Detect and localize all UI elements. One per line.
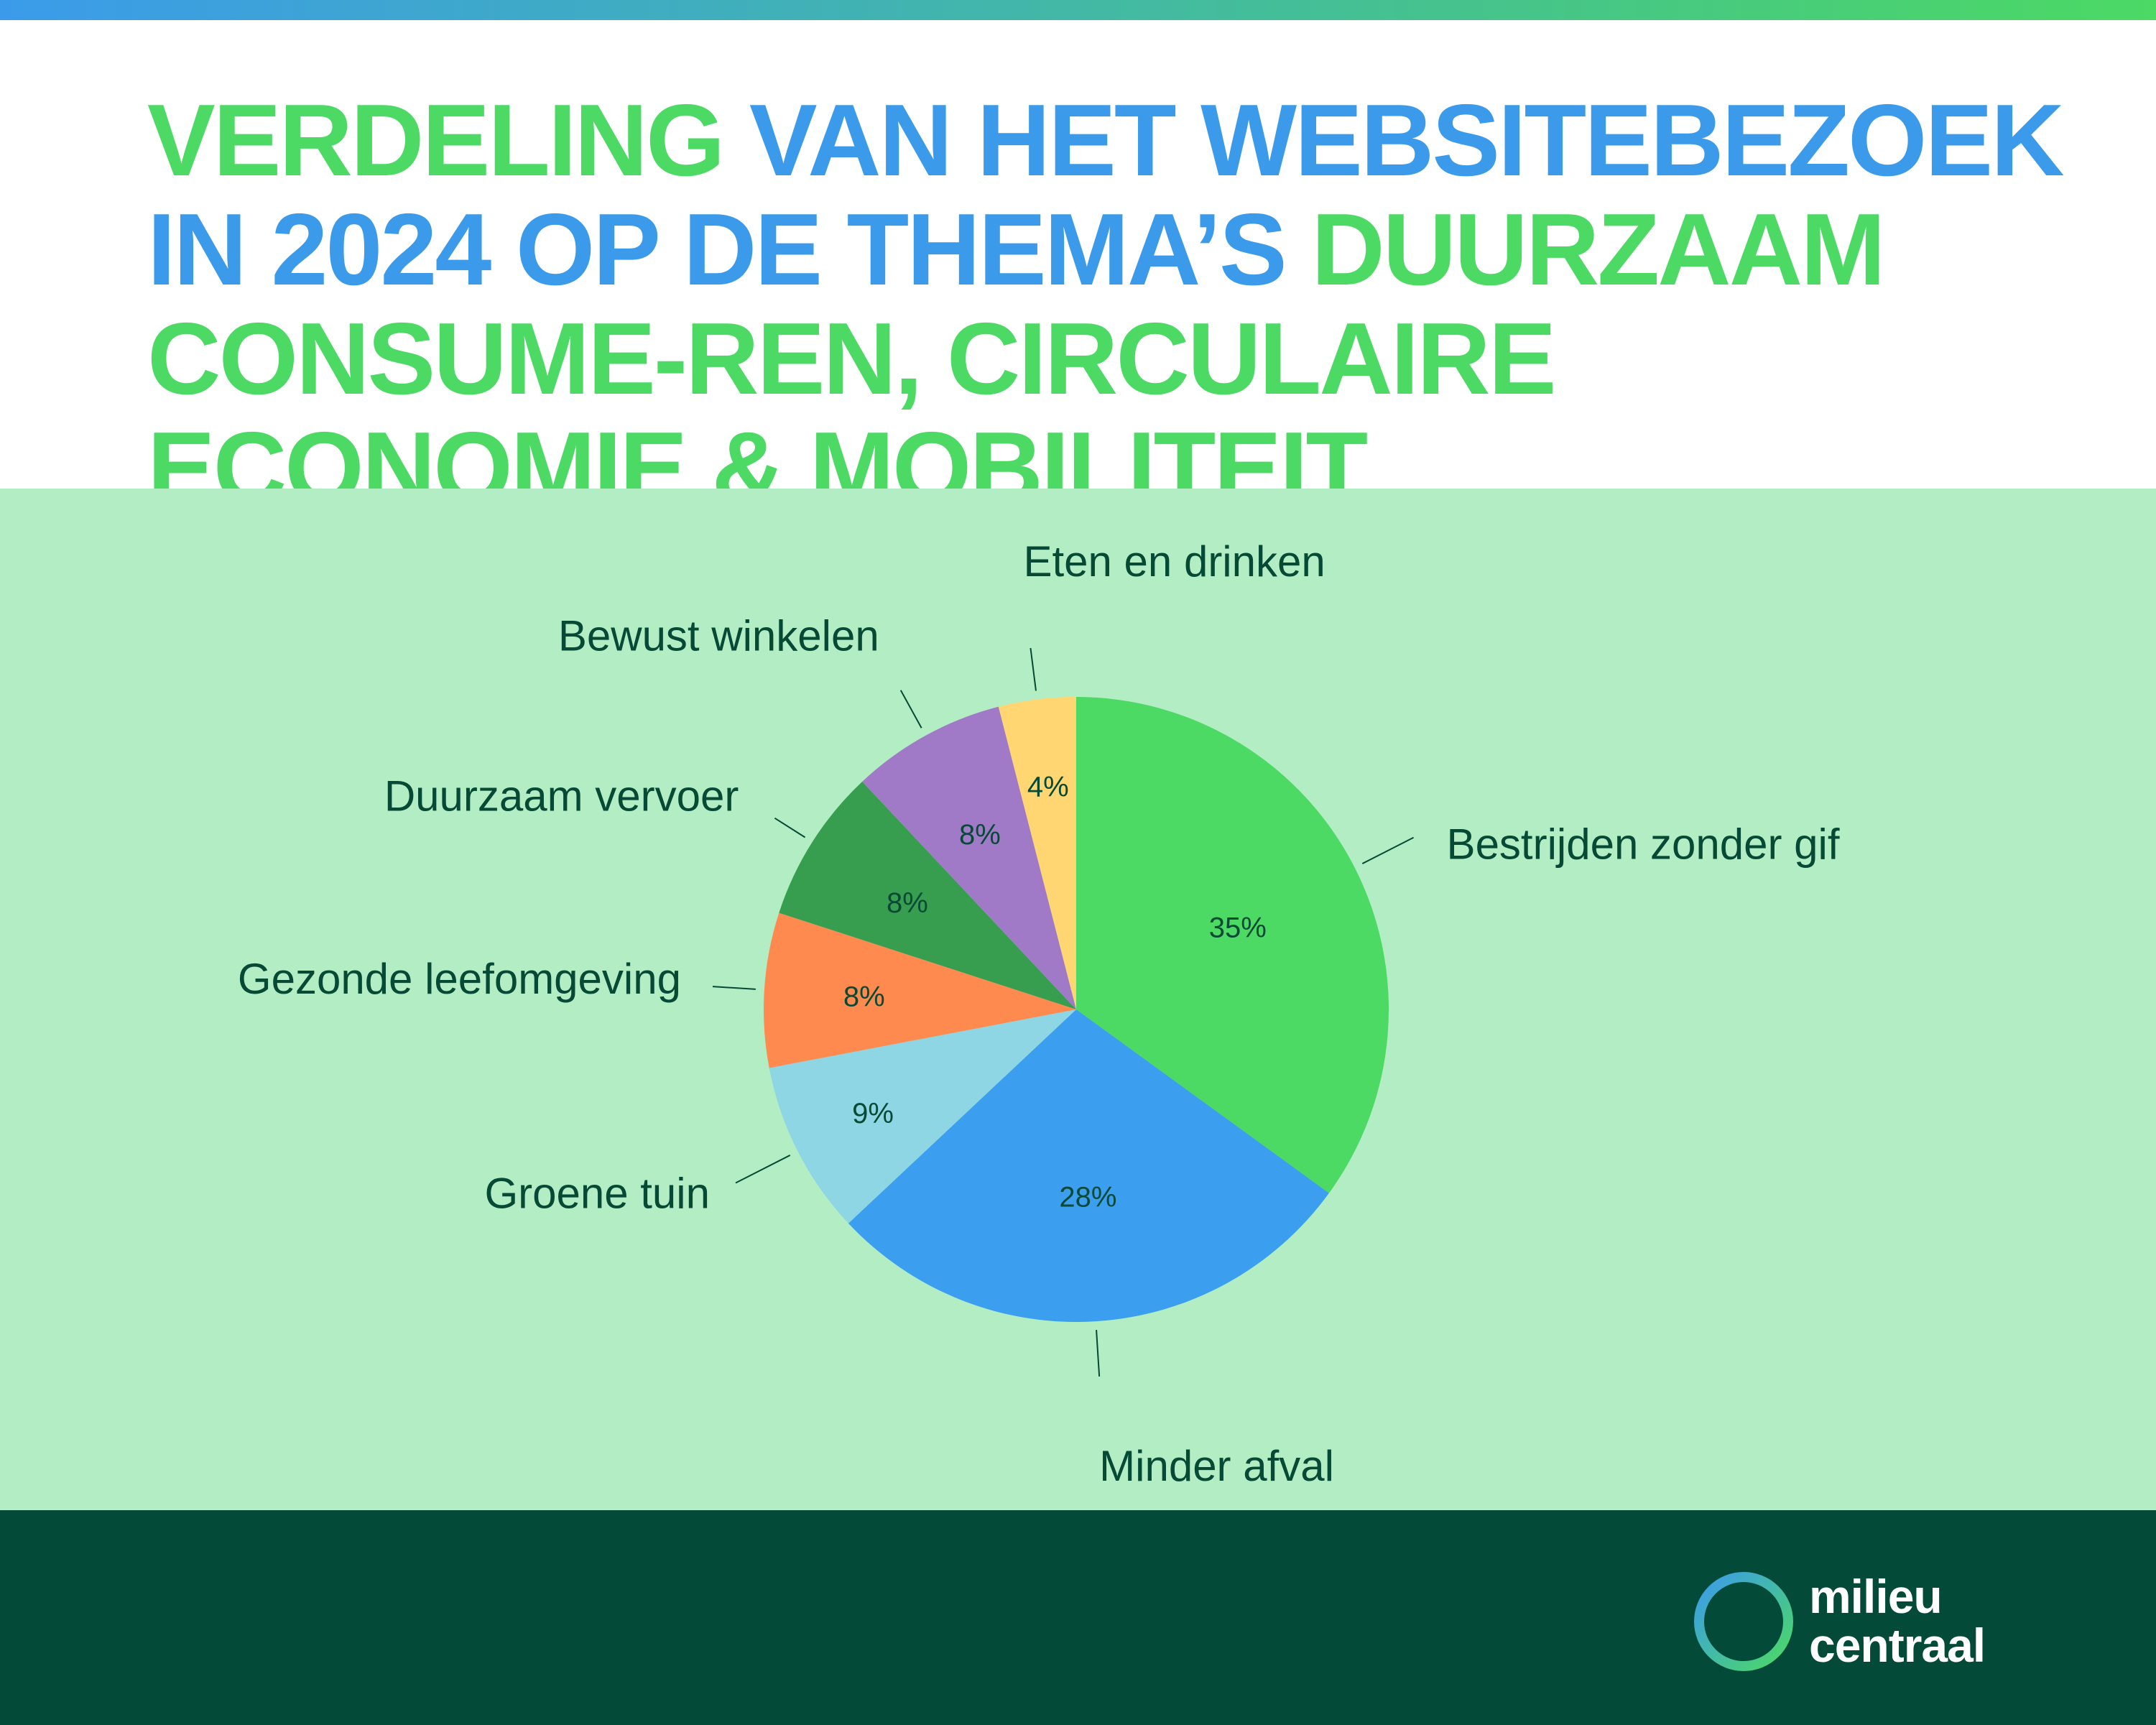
- data-label-duurzaam-vervoer: 8%: [887, 887, 928, 919]
- title-part-1: VERDELING: [147, 83, 749, 198]
- pie-chart: 35% Bestrijden zonder gif 28% Minder afval 9…: [238, 537, 1840, 1490]
- pie-slice-eten-en-drinken: [998, 697, 1076, 1009]
- category-label-groene-tuin: Groene tuin: [484, 1170, 710, 1218]
- category-label-eten-en-drinken: Eten en drinken: [1023, 537, 1325, 586]
- footer: milieu centraal: [0, 1510, 2156, 1725]
- leader-line-minder-afval: [1096, 1330, 1101, 1377]
- category-label-bewust-winkelen: Bewust winkelen: [558, 612, 879, 660]
- pie-slice-bestrijden-zonder-gif: [1076, 697, 1389, 1193]
- pie-slice-groene-tuin: [769, 1009, 1076, 1224]
- leader-line-eten-en-drinken: [1030, 647, 1037, 691]
- category-label-duurzaam-vervoer: Duurzaam vervoer: [384, 772, 739, 820]
- chart-area: 35% Bestrijden zonder gif 28% Minder afval 9…: [0, 489, 2156, 1510]
- logo-line-1: milieu: [1809, 1570, 1943, 1623]
- category-label-bestrijden-zonder-gif: Bestrijden zonder gif: [1447, 820, 1840, 869]
- leader-line-gezonde-leefomgeving: [712, 986, 756, 990]
- logo-text: milieu centraal: [1809, 1570, 1986, 1672]
- pie-slice-minder-afval: [848, 1009, 1329, 1323]
- leader-line-duurzaam-vervoer: [774, 817, 806, 838]
- title-part-2: VAN HET WEBSITEBEZOEK IN 2024 OP DE THEM…: [147, 83, 2065, 307]
- data-label-groene-tuin: 9%: [852, 1098, 894, 1129]
- data-label-bestrijden-zonder-gif: 35%: [1209, 912, 1267, 943]
- page-title: VERDELING VAN HET WEBSITEBEZOEK IN 2024 …: [147, 86, 2087, 523]
- pie-slice-gezonde-leefomgeving: [764, 912, 1076, 1068]
- milieu-centraal-logo: milieu centraal: [1690, 1568, 2020, 1675]
- leader-line-groene-tuin: [735, 1155, 791, 1184]
- leader-line-bestrijden-zonder-gif: [1361, 836, 1415, 864]
- data-label-bewust-winkelen: 8%: [959, 819, 1001, 851]
- leader-line-bewust-winkelen: [899, 690, 922, 729]
- ring-logo-icon: [1694, 1572, 1793, 1671]
- category-label-minder-afval: Minder afval: [1099, 1442, 1334, 1490]
- logo-line-2: centraal: [1809, 1619, 1986, 1672]
- category-label-gezonde-leefomgeving: Gezonde leefomgeving: [238, 955, 681, 1003]
- data-label-minder-afval: 28%: [1059, 1181, 1116, 1213]
- pie-slice-bewust-winkelen: [862, 706, 1076, 1009]
- data-label-eten-en-drinken: 4%: [1027, 771, 1069, 803]
- pie-slice-duurzaam-vervoer: [779, 781, 1076, 1009]
- top-gradient-bar: [0, 0, 2156, 20]
- header: VERDELING VAN HET WEBSITEBEZOEK IN 2024 …: [0, 20, 2156, 523]
- data-label-gezonde-leefomgeving: 8%: [843, 981, 885, 1012]
